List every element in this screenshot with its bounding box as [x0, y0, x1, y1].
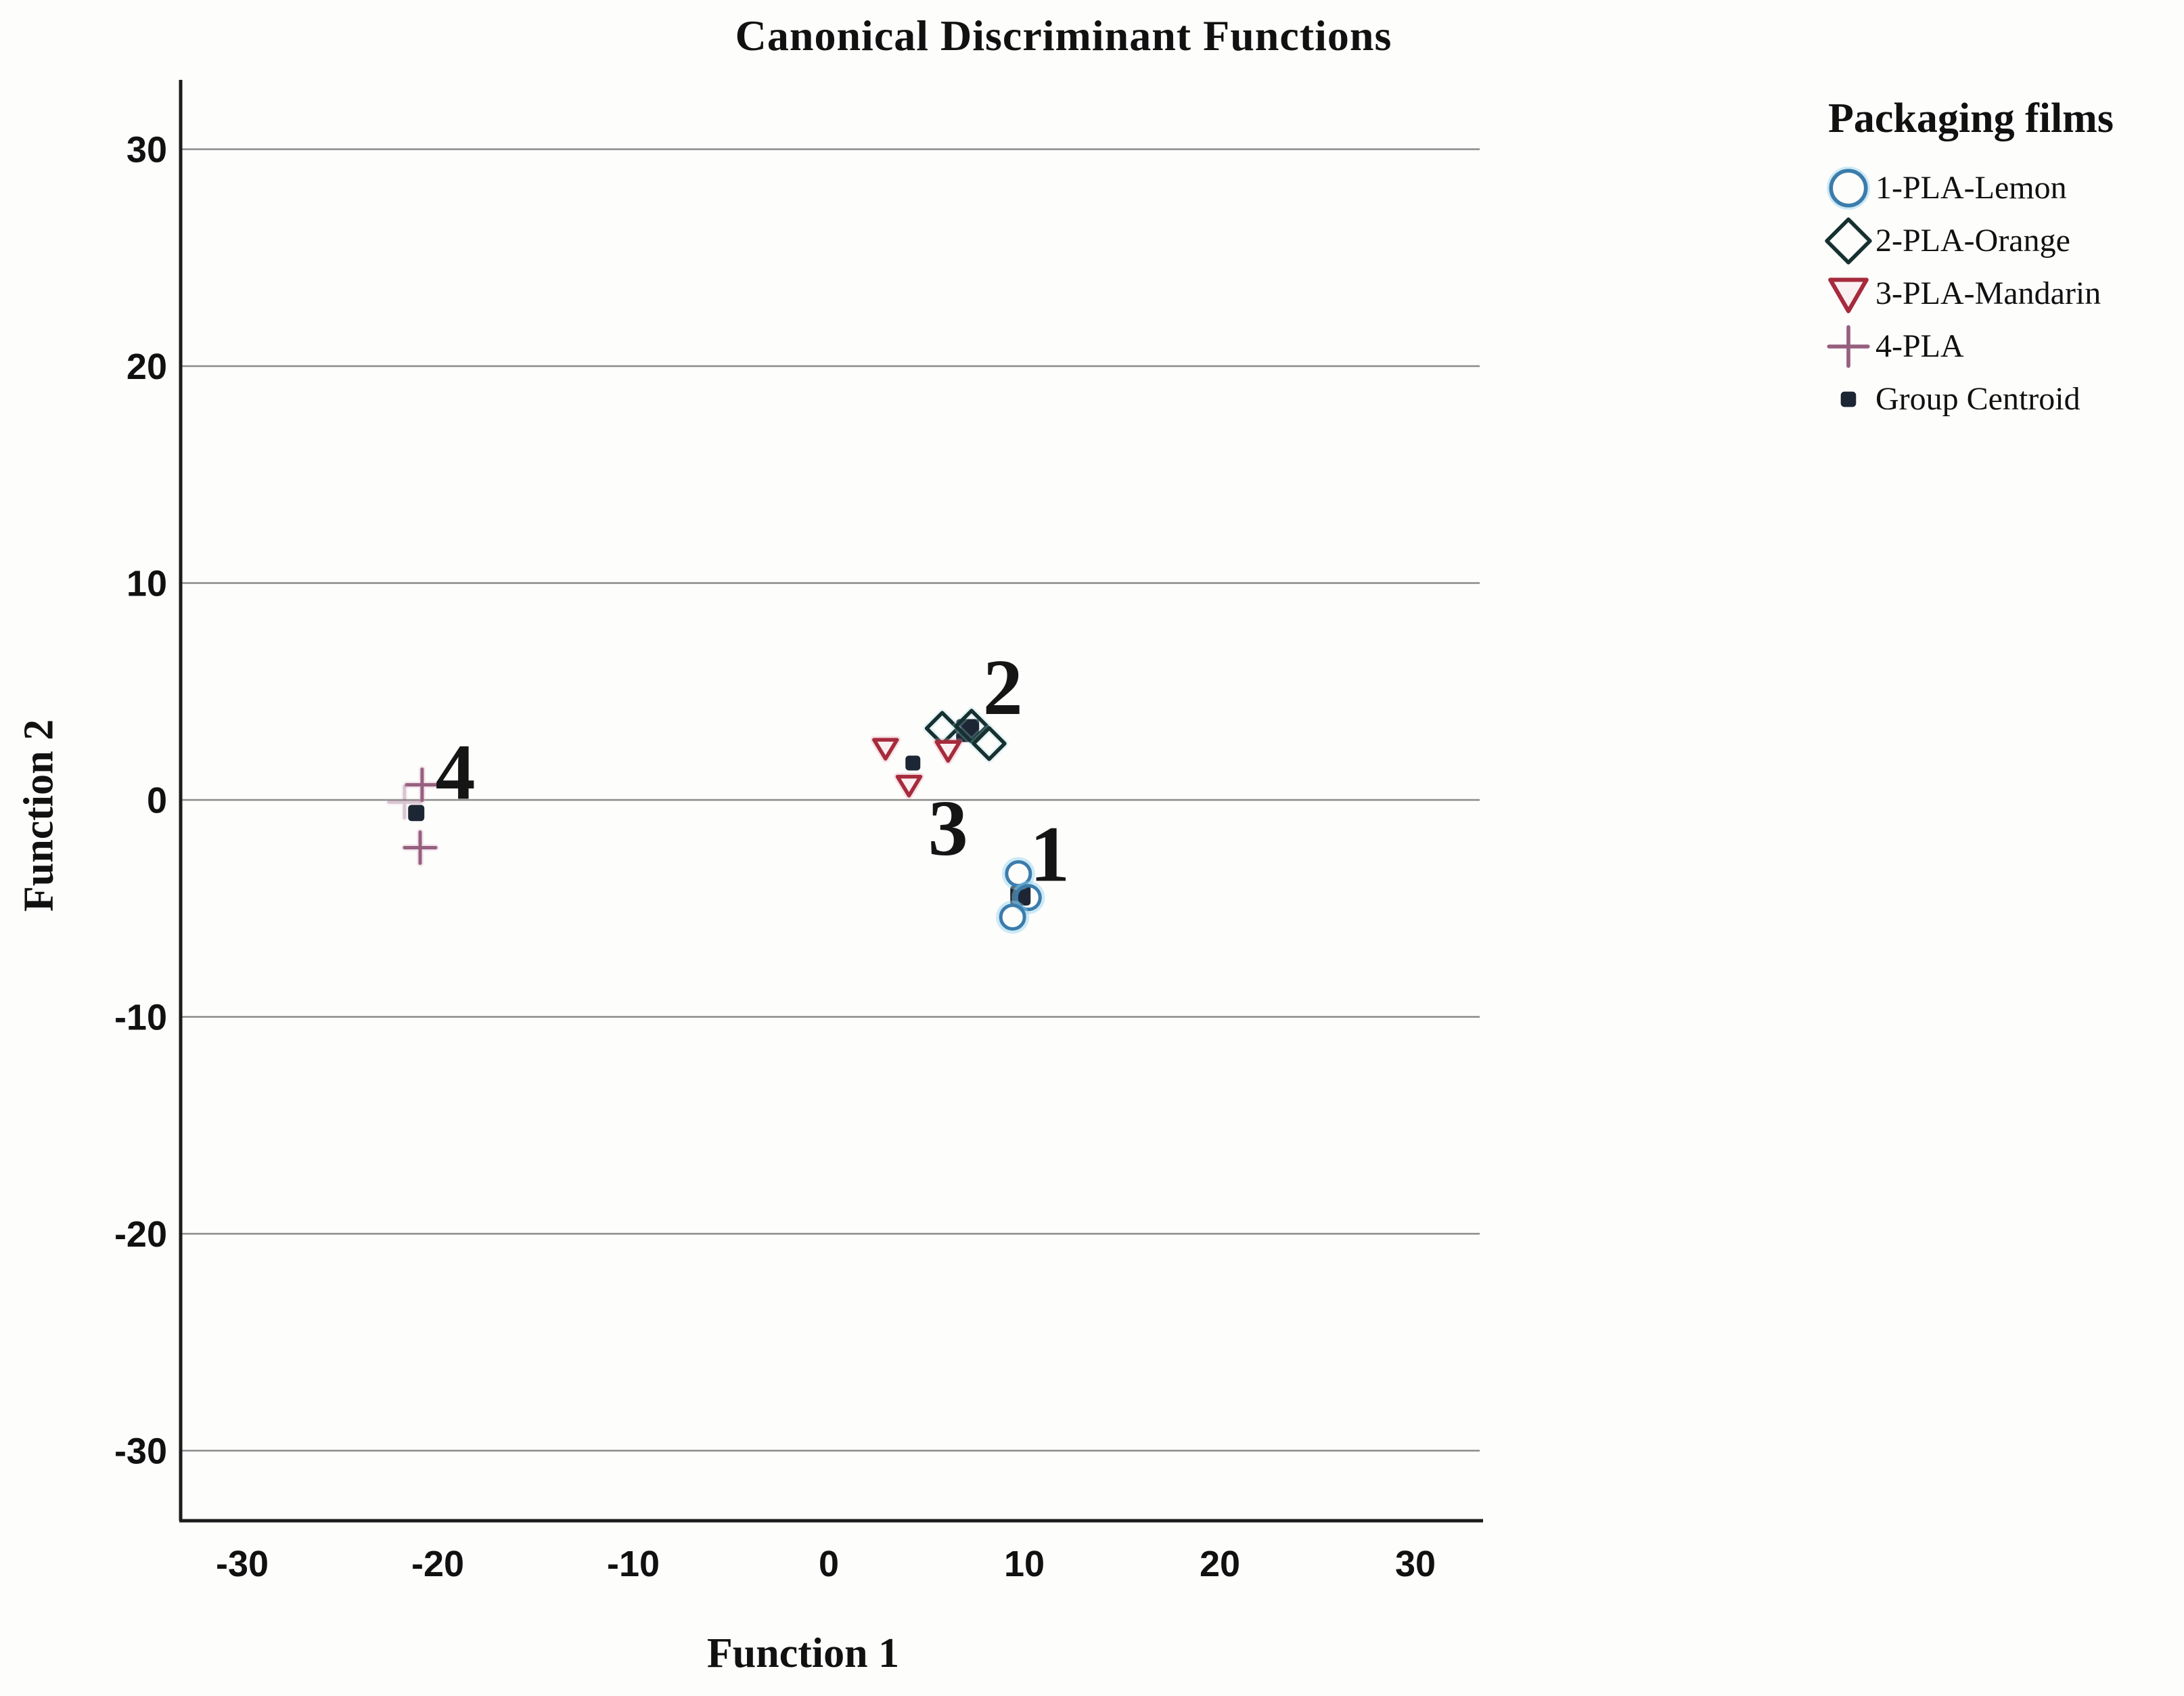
data-point-plus	[403, 765, 441, 804]
square-marker-icon	[1840, 391, 1857, 407]
y-tick-label: -30	[114, 1431, 167, 1472]
data-point-square	[956, 719, 980, 742]
x-tick-label: -10	[607, 1544, 660, 1584]
data-point-triangle-down	[893, 773, 924, 800]
legend-label: 1-PLA-Lemon	[1875, 170, 2067, 206]
group-number-label: 4	[436, 728, 476, 816]
x-tick-label: -30	[216, 1544, 269, 1584]
legend-item-pla-orange: 2-PLA-Orange	[1824, 215, 2183, 267]
legend-label: Group Centroid	[1875, 381, 2080, 417]
group-number-label: 2	[983, 643, 1023, 732]
chart-title: Canonical Discriminant Functions	[735, 12, 1392, 60]
diamond-marker-icon	[1825, 217, 1872, 265]
data-point-triangle-down	[870, 736, 901, 763]
legend-item-pla-mandarin: 3-PLA-Mandarin	[1824, 267, 2183, 320]
series-group-centroid	[408, 719, 1031, 906]
legend-item-pla-lemon: 1-PLA-Lemon	[1824, 162, 2183, 215]
y-tick-label: -10	[114, 998, 167, 1038]
series-1-pla-lemon	[996, 857, 1045, 934]
data-point-circle	[1011, 880, 1045, 914]
x-tick-label: -20	[411, 1544, 464, 1584]
y-tick-label: -20	[114, 1214, 167, 1255]
group-number-label: 1	[1030, 810, 1070, 899]
legend-label: 3-PLA-Mandarin	[1875, 275, 2101, 311]
data-point-square	[408, 805, 425, 822]
x-tick-label: 0	[819, 1544, 839, 1584]
data-point-square	[905, 755, 921, 771]
plus-marker-icon	[1827, 325, 1870, 368]
y-tick-label: 10	[127, 564, 167, 604]
legend-item-group-centroid: Group Centroid	[1824, 373, 2183, 426]
series-3-pla-mandarin	[870, 736, 963, 800]
legend-label: 4-PLA	[1875, 328, 1964, 364]
y-tick-label: 20	[127, 347, 167, 387]
data-point-circle	[996, 900, 1030, 934]
x-tick-label: 20	[1200, 1544, 1240, 1584]
data-point-plus	[401, 828, 439, 867]
data-point-diamond	[952, 707, 991, 746]
data-point-triangle-down	[932, 738, 963, 765]
y-tick-label: 30	[127, 130, 167, 171]
group-number-label: 3	[928, 784, 968, 872]
legend: Packaging films 1-PLA-Lemon 2-PLA-Orange…	[1824, 95, 2183, 426]
data-point-diamond	[970, 724, 1009, 763]
triangle-down-marker-icon	[1828, 277, 1869, 313]
series-4-pla	[385, 765, 441, 867]
legend-label: 2-PLA-Orange	[1875, 223, 2070, 259]
circle-marker-icon	[1827, 166, 1870, 210]
x-tick-label: 10	[1004, 1544, 1045, 1584]
y-tick-label: 0	[147, 780, 167, 821]
data-point-plus	[385, 783, 424, 822]
y-axis-title: Function 2	[16, 719, 62, 912]
legend-item-pla: 4-PLA	[1824, 320, 2183, 373]
x-axis-title: Function 1	[706, 1630, 900, 1676]
legend-title: Packaging films	[1828, 95, 2114, 141]
x-tick-label: 30	[1395, 1544, 1436, 1584]
